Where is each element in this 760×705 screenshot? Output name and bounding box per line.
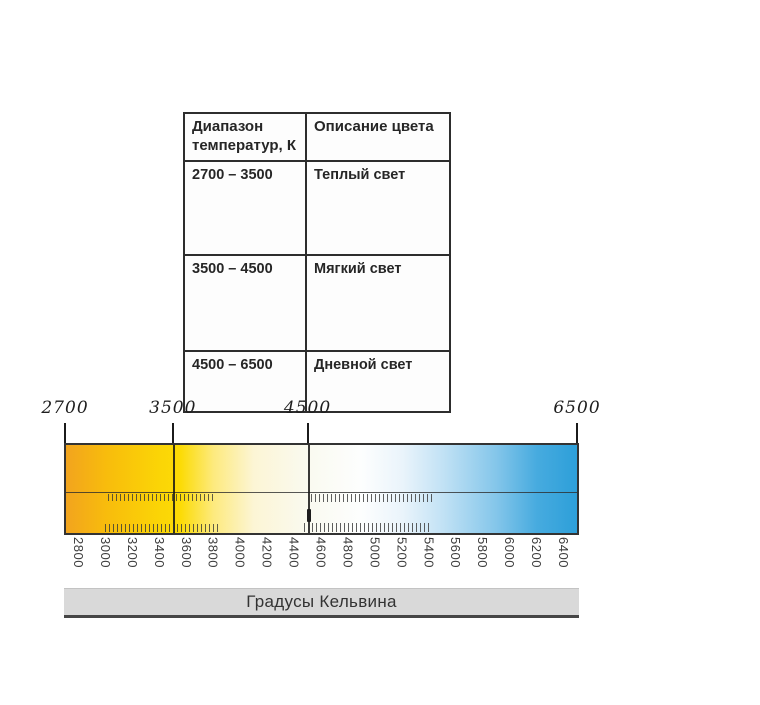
- scale-value-label: 6500: [553, 398, 601, 418]
- kelvin-axis-title-bar: Градусы Кельвина: [64, 588, 579, 618]
- scale-value-label: 4500: [283, 398, 332, 418]
- description-cell: Теплый свет: [305, 160, 451, 256]
- temperature-gradient-bar: [64, 443, 579, 535]
- range-cell: 4500 – 6500: [183, 350, 307, 413]
- kelvin-tick-label: 2800: [70, 537, 86, 568]
- scale-tick: [64, 423, 66, 444]
- table-row: 3500 – 4500 Мягкий свет: [183, 254, 451, 352]
- kelvin-tick-label: 4800: [340, 537, 356, 568]
- description-cell: Мягкий свет: [305, 254, 451, 352]
- kelvin-tick-label: 3000: [97, 537, 113, 568]
- table-row: 2700 – 3500 Теплый свет: [183, 160, 451, 256]
- scale-tick: [306, 423, 309, 444]
- axis-title: Градусы Кельвина: [246, 592, 397, 611]
- kelvin-tick-label: 3400: [151, 537, 167, 568]
- kelvin-tick-label: 5000: [367, 537, 383, 568]
- kelvin-tick-label: 5600: [448, 537, 464, 568]
- table-header-range: Диапазон температур, К: [183, 112, 307, 162]
- kelvin-tick-label: 3600: [178, 537, 194, 568]
- kelvin-tick-label: 5400: [421, 537, 437, 568]
- divider-mark: [306, 509, 311, 522]
- table-header-description: Описание цвета: [305, 112, 451, 162]
- description-cell: Дневной свет: [305, 350, 451, 413]
- table-header-row: Диапазон температур, К Описание цвета: [183, 112, 451, 162]
- kelvin-tick-label: 4000: [232, 537, 248, 568]
- scale-tick: [576, 423, 578, 444]
- kelvin-tick-label: 4400: [286, 537, 302, 568]
- scale-divider-line: [307, 445, 310, 533]
- color-temp-table: Диапазон температур, К Описание цвета 27…: [183, 112, 451, 413]
- kelvin-tick-label: 6400: [556, 537, 572, 568]
- hatch-marks: [304, 523, 429, 532]
- range-cell: 2700 – 3500: [183, 160, 307, 256]
- kelvin-tick-label: 4600: [313, 537, 329, 568]
- scale-value-label: 3500: [149, 398, 197, 418]
- kelvin-tick-label: 4200: [259, 537, 275, 568]
- kelvin-tick-label: 3800: [205, 537, 221, 568]
- kelvin-tick-label: 5800: [475, 537, 491, 568]
- range-cell: 3500 – 4500: [183, 254, 307, 352]
- kelvin-tick-label: 6000: [502, 537, 518, 568]
- kelvin-tick-label: 6200: [529, 537, 545, 568]
- scale-divider-line: [172, 445, 175, 533]
- kelvin-tick-label: 5200: [394, 537, 410, 568]
- hatch-marks: [311, 494, 432, 502]
- kelvin-tick-label: 3200: [124, 537, 140, 568]
- scale-value-label: 2700: [41, 398, 89, 418]
- hatch-marks: [105, 524, 218, 532]
- table-row: 4500 – 6500 Дневной свет: [183, 350, 451, 413]
- scale-tick: [171, 423, 174, 444]
- hatch-marks: [108, 494, 215, 501]
- scale-midline: [66, 492, 577, 493]
